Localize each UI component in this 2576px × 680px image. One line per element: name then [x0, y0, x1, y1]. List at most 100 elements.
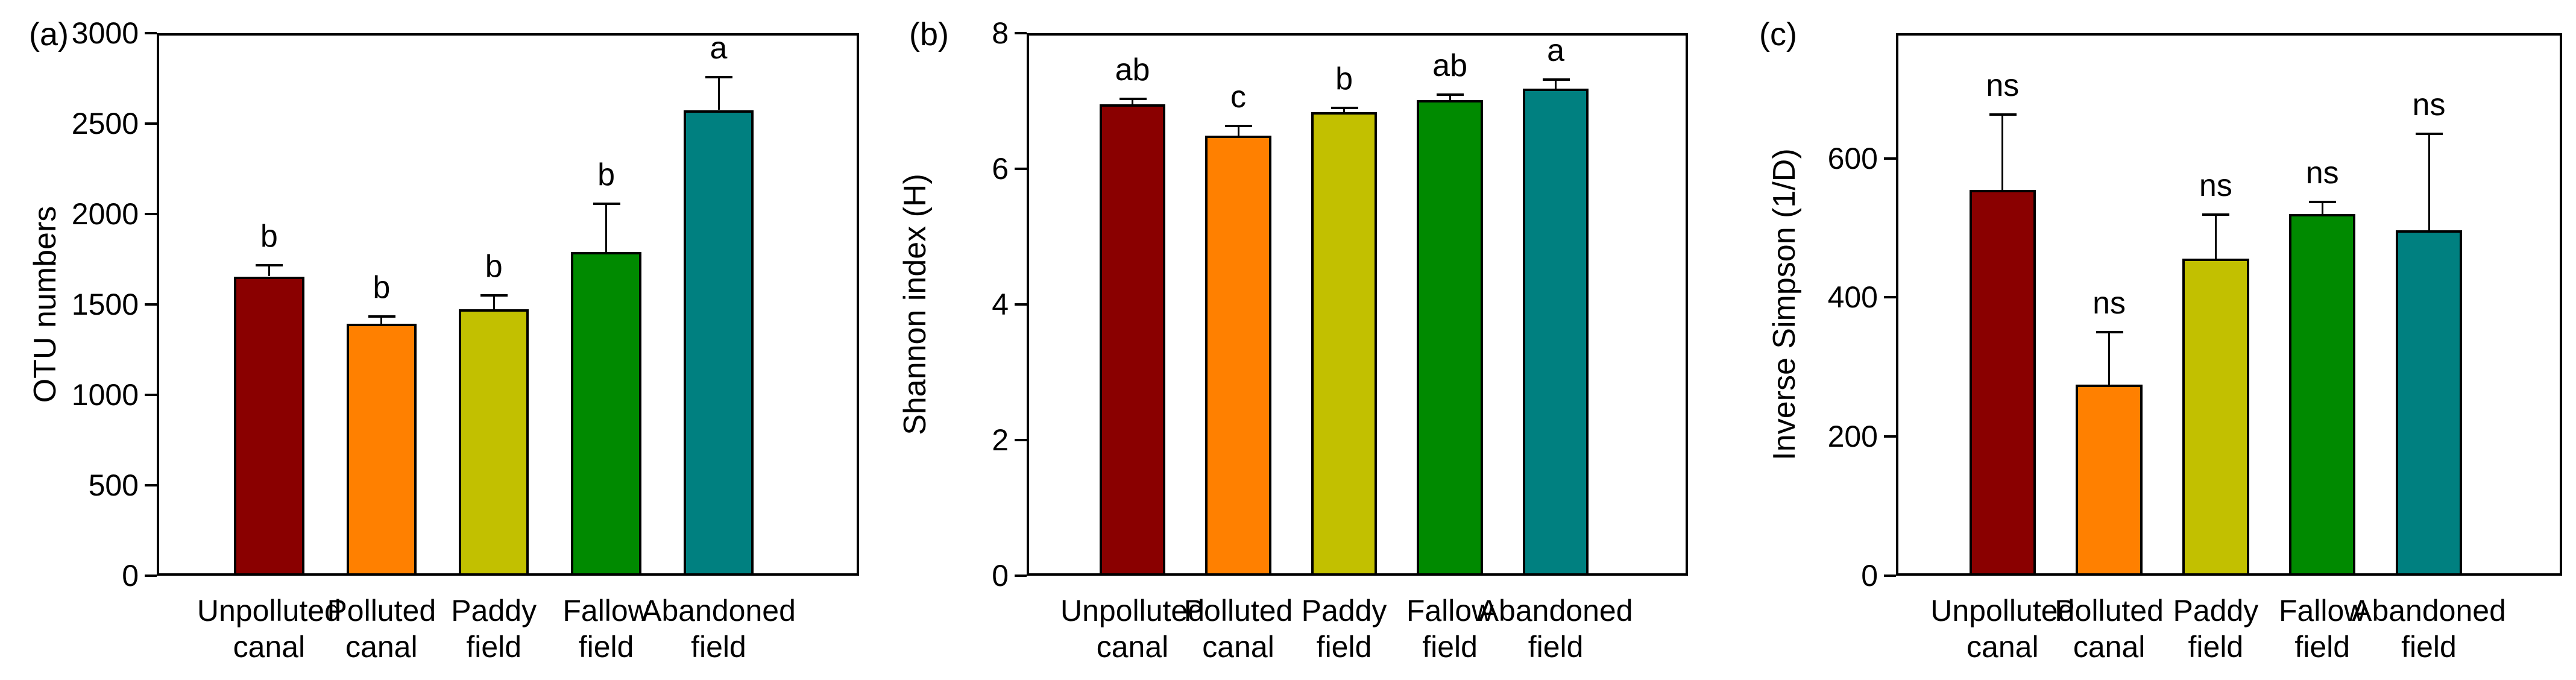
significance-letter: b [597, 157, 616, 192]
x-axis-category-label: Paddy field [1236, 593, 1453, 665]
x-axis-category-label: Unpolluted canal [1894, 593, 2111, 665]
bar-polluted-canal [1205, 135, 1271, 576]
error-bar-cap [2309, 201, 2337, 204]
significance-letter: ns [2412, 87, 2446, 123]
y-axis-tick [145, 32, 157, 34]
error-bar-line [717, 77, 720, 110]
error-bar-line [1343, 107, 1346, 112]
x-axis-category-label: Polluted canal [1130, 593, 1347, 665]
x-axis-category-label: Paddy field [385, 593, 602, 665]
significance-letter: ab [1115, 52, 1150, 88]
x-axis-category-label-line: Polluted [327, 594, 436, 628]
y-axis-tick-label: 8 [992, 16, 1009, 50]
x-axis-category-label-line: Unpolluted [1930, 594, 2075, 628]
bar-paddy-field [2182, 258, 2249, 576]
error-bar-cap [593, 202, 620, 205]
y-axis-tick-label: 2000 [71, 197, 139, 231]
y-axis-tick-label: 3000 [71, 16, 139, 50]
y-axis-tick-label: 0 [122, 559, 139, 593]
error-bar-cap [1989, 113, 2017, 116]
x-axis-category-label: Paddy field [2107, 593, 2324, 665]
panel-a-label: (a) [29, 16, 69, 52]
error-bar-line [2428, 134, 2430, 230]
y-axis-tick [1015, 303, 1027, 306]
significance-letter: ns [2305, 156, 2339, 191]
significance-letter: ab [1432, 48, 1467, 84]
panel-c-label: (c) [1759, 16, 1797, 52]
bar-paddy-field [458, 309, 529, 576]
error-bar-cap [2096, 331, 2123, 334]
bar-abandoned-field [1522, 89, 1589, 576]
error-bar-cap [1542, 78, 1570, 81]
y-axis-tick-label: 200 [1827, 420, 1878, 454]
x-axis-category-label-line: canal [233, 630, 306, 664]
y-axis-tick-label: 400 [1827, 280, 1878, 315]
x-axis-category-label-line: Paddy [2173, 594, 2259, 628]
panel-c: (c) Inverse Simpson (1/D) 0 200 400 600 ns Un… [1730, 0, 2576, 680]
y-axis-tick [1015, 575, 1027, 577]
x-axis-category-label: Polluted canal [2001, 593, 2218, 665]
x-axis-category-label-line: field [2188, 630, 2244, 664]
y-axis-tick [1884, 575, 1896, 577]
significance-letter: ns [1986, 68, 2020, 103]
x-axis-category-label-line: field [691, 630, 746, 664]
x-axis-category-label: Fallow field [2214, 593, 2431, 665]
x-axis-category-label: Fallow field [498, 593, 715, 665]
bar-paddy-field [1311, 112, 1378, 576]
panel-a: (a) OTU numbers 0 500 1000 1500 2000 2500 3000… [0, 0, 880, 680]
error-bar-line [493, 295, 495, 309]
x-axis-category-label-line: Polluted [1183, 594, 1293, 628]
bar-fallow-field [1417, 100, 1483, 576]
bar-unpolluted-canal [1099, 104, 1166, 576]
bar-fallow-field [2288, 214, 2356, 576]
x-axis-category-label-line: canal [1202, 630, 1274, 664]
x-axis-category-label-line: canal [2073, 630, 2146, 664]
y-axis-tick [145, 303, 157, 306]
significance-letter: a [1547, 33, 1565, 68]
x-axis-category-label-line: field [1316, 630, 1372, 664]
x-axis-category-label: Unpolluted canal [1024, 593, 1241, 665]
x-axis-category-label-line: canal [345, 630, 418, 664]
error-bar-line [2108, 332, 2111, 385]
significance-letter: b [260, 218, 278, 254]
x-axis-category-label: Abandoned field [1447, 593, 1664, 665]
significance-letter: b [485, 249, 503, 284]
bar-unpolluted-canal [1969, 189, 2036, 576]
significance-letter: a [710, 30, 728, 66]
x-axis-category-label-line: field [466, 630, 522, 664]
x-axis-category-label-line: Paddy [451, 594, 537, 628]
error-bar-cap [1331, 106, 1358, 109]
x-axis-category-label: Fallow field [1341, 593, 1558, 665]
x-axis-category-label-line: field [1528, 630, 1584, 664]
x-axis-category-label-line: Abandoned [641, 594, 796, 628]
significance-letter: c [1230, 80, 1247, 115]
y-axis-tick-label: 2 [992, 423, 1009, 457]
x-axis-category-label: Polluted canal [273, 593, 490, 665]
bar-unpolluted-canal [234, 276, 304, 576]
error-bar-cap [1225, 125, 1253, 128]
y-axis-tick [1015, 439, 1027, 441]
significance-letter: b [373, 269, 391, 305]
y-axis-tick-label: 0 [1861, 559, 1878, 593]
y-axis-tick-label: 4 [992, 288, 1009, 321]
x-axis-category-label-line: Fallow [2278, 594, 2366, 628]
y-axis-tick [1015, 32, 1027, 34]
x-axis-category-label-line: Polluted [2055, 594, 2164, 628]
y-axis-tick [145, 575, 157, 577]
y-axis-tick [145, 484, 157, 486]
y-axis-tick [145, 122, 157, 125]
x-axis-category-label: Unpolluted canal [160, 593, 377, 665]
panel-b: (b) Shannon index (H) 0 2 4 6 8 ab Unpolluted c… [880, 0, 1730, 680]
error-bar-cap [705, 75, 732, 78]
y-axis-tick-label: 2500 [71, 107, 139, 140]
bar-polluted-canal [2076, 384, 2143, 576]
y-axis-tick-label: 500 [88, 468, 139, 502]
y-axis-tick-label: 1000 [71, 378, 139, 412]
y-axis-tick [1884, 296, 1896, 299]
y-axis-tick-label: 6 [992, 152, 1009, 186]
panel-b-label: (b) [909, 16, 949, 52]
x-axis-category-label-line: Abandoned [2352, 594, 2506, 628]
y-axis-tick-label: 1500 [71, 288, 139, 321]
x-axis-category-label-line: field [2401, 630, 2457, 664]
error-bar-cap [368, 315, 395, 318]
